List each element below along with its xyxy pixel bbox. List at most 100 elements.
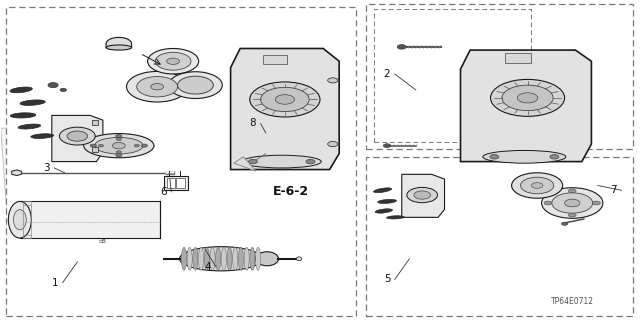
Ellipse shape bbox=[221, 247, 227, 270]
Bar bbox=[167, 178, 175, 188]
Circle shape bbox=[60, 127, 95, 145]
Circle shape bbox=[90, 144, 97, 147]
Circle shape bbox=[99, 144, 104, 147]
Text: 3: 3 bbox=[44, 163, 50, 173]
Ellipse shape bbox=[127, 71, 188, 102]
Ellipse shape bbox=[239, 247, 243, 270]
Ellipse shape bbox=[296, 257, 301, 261]
Ellipse shape bbox=[242, 155, 321, 168]
Circle shape bbox=[414, 191, 431, 199]
Ellipse shape bbox=[511, 173, 563, 198]
Polygon shape bbox=[106, 37, 132, 48]
Ellipse shape bbox=[204, 247, 209, 270]
Circle shape bbox=[593, 201, 600, 205]
Ellipse shape bbox=[250, 247, 255, 270]
Circle shape bbox=[397, 45, 406, 49]
Circle shape bbox=[407, 188, 438, 203]
Circle shape bbox=[541, 188, 603, 218]
Circle shape bbox=[275, 95, 294, 104]
Circle shape bbox=[544, 201, 552, 205]
Polygon shape bbox=[230, 49, 339, 170]
Circle shape bbox=[490, 79, 564, 116]
Circle shape bbox=[260, 87, 309, 112]
Circle shape bbox=[531, 183, 543, 188]
Circle shape bbox=[328, 141, 338, 147]
Circle shape bbox=[116, 138, 122, 140]
Circle shape bbox=[517, 93, 538, 103]
Bar bbox=[366, 157, 633, 316]
Ellipse shape bbox=[181, 247, 186, 270]
Ellipse shape bbox=[233, 247, 238, 270]
Circle shape bbox=[568, 189, 576, 193]
Circle shape bbox=[167, 58, 179, 64]
Bar bbox=[23, 201, 31, 238]
Ellipse shape bbox=[84, 133, 154, 158]
Ellipse shape bbox=[8, 201, 31, 238]
Ellipse shape bbox=[244, 247, 249, 270]
Bar bbox=[92, 120, 99, 125]
Ellipse shape bbox=[193, 247, 198, 270]
Polygon shape bbox=[234, 157, 256, 171]
Ellipse shape bbox=[95, 137, 143, 154]
Ellipse shape bbox=[137, 76, 177, 97]
Ellipse shape bbox=[177, 76, 213, 94]
Ellipse shape bbox=[210, 247, 215, 270]
Circle shape bbox=[568, 213, 576, 217]
Ellipse shape bbox=[378, 199, 397, 204]
Text: cB: cB bbox=[99, 239, 107, 244]
Circle shape bbox=[561, 222, 568, 225]
Circle shape bbox=[250, 82, 320, 117]
Text: 7: 7 bbox=[611, 185, 617, 195]
Polygon shape bbox=[402, 174, 445, 217]
Polygon shape bbox=[461, 50, 591, 162]
Bar bbox=[6, 7, 356, 316]
Ellipse shape bbox=[31, 134, 54, 139]
Text: TP64E0712: TP64E0712 bbox=[551, 297, 594, 306]
Circle shape bbox=[113, 142, 125, 149]
Circle shape bbox=[383, 144, 391, 148]
Ellipse shape bbox=[13, 210, 26, 230]
Circle shape bbox=[60, 88, 67, 92]
Ellipse shape bbox=[156, 52, 191, 70]
Text: 5: 5 bbox=[384, 275, 390, 284]
Ellipse shape bbox=[187, 247, 192, 270]
Bar bbox=[92, 147, 99, 152]
Polygon shape bbox=[12, 170, 22, 176]
Ellipse shape bbox=[169, 72, 222, 99]
Ellipse shape bbox=[375, 209, 392, 213]
Bar bbox=[176, 178, 184, 188]
Bar bbox=[366, 4, 633, 149]
Ellipse shape bbox=[148, 49, 198, 74]
Circle shape bbox=[116, 134, 122, 138]
Ellipse shape bbox=[387, 216, 404, 219]
Polygon shape bbox=[52, 116, 103, 162]
Text: 1: 1 bbox=[52, 278, 58, 288]
Circle shape bbox=[550, 155, 559, 159]
Circle shape bbox=[151, 84, 164, 90]
Circle shape bbox=[141, 144, 148, 147]
Ellipse shape bbox=[10, 87, 32, 93]
Ellipse shape bbox=[374, 188, 392, 193]
Bar bbox=[262, 55, 287, 64]
Circle shape bbox=[490, 155, 499, 159]
Ellipse shape bbox=[18, 124, 41, 129]
Text: 8: 8 bbox=[250, 118, 256, 128]
Bar bbox=[20, 201, 161, 238]
Bar bbox=[164, 176, 188, 190]
Bar bbox=[505, 52, 531, 63]
Ellipse shape bbox=[227, 247, 232, 270]
Ellipse shape bbox=[520, 177, 554, 194]
Circle shape bbox=[502, 85, 553, 111]
Polygon shape bbox=[1, 128, 333, 303]
Circle shape bbox=[134, 144, 140, 147]
Ellipse shape bbox=[483, 150, 566, 163]
Text: E-6-2: E-6-2 bbox=[273, 185, 309, 198]
Ellipse shape bbox=[255, 247, 260, 270]
Ellipse shape bbox=[198, 247, 204, 270]
Circle shape bbox=[552, 193, 593, 213]
Circle shape bbox=[116, 154, 122, 157]
Circle shape bbox=[116, 151, 122, 153]
Ellipse shape bbox=[255, 252, 278, 266]
Ellipse shape bbox=[216, 247, 221, 270]
Circle shape bbox=[328, 78, 338, 83]
